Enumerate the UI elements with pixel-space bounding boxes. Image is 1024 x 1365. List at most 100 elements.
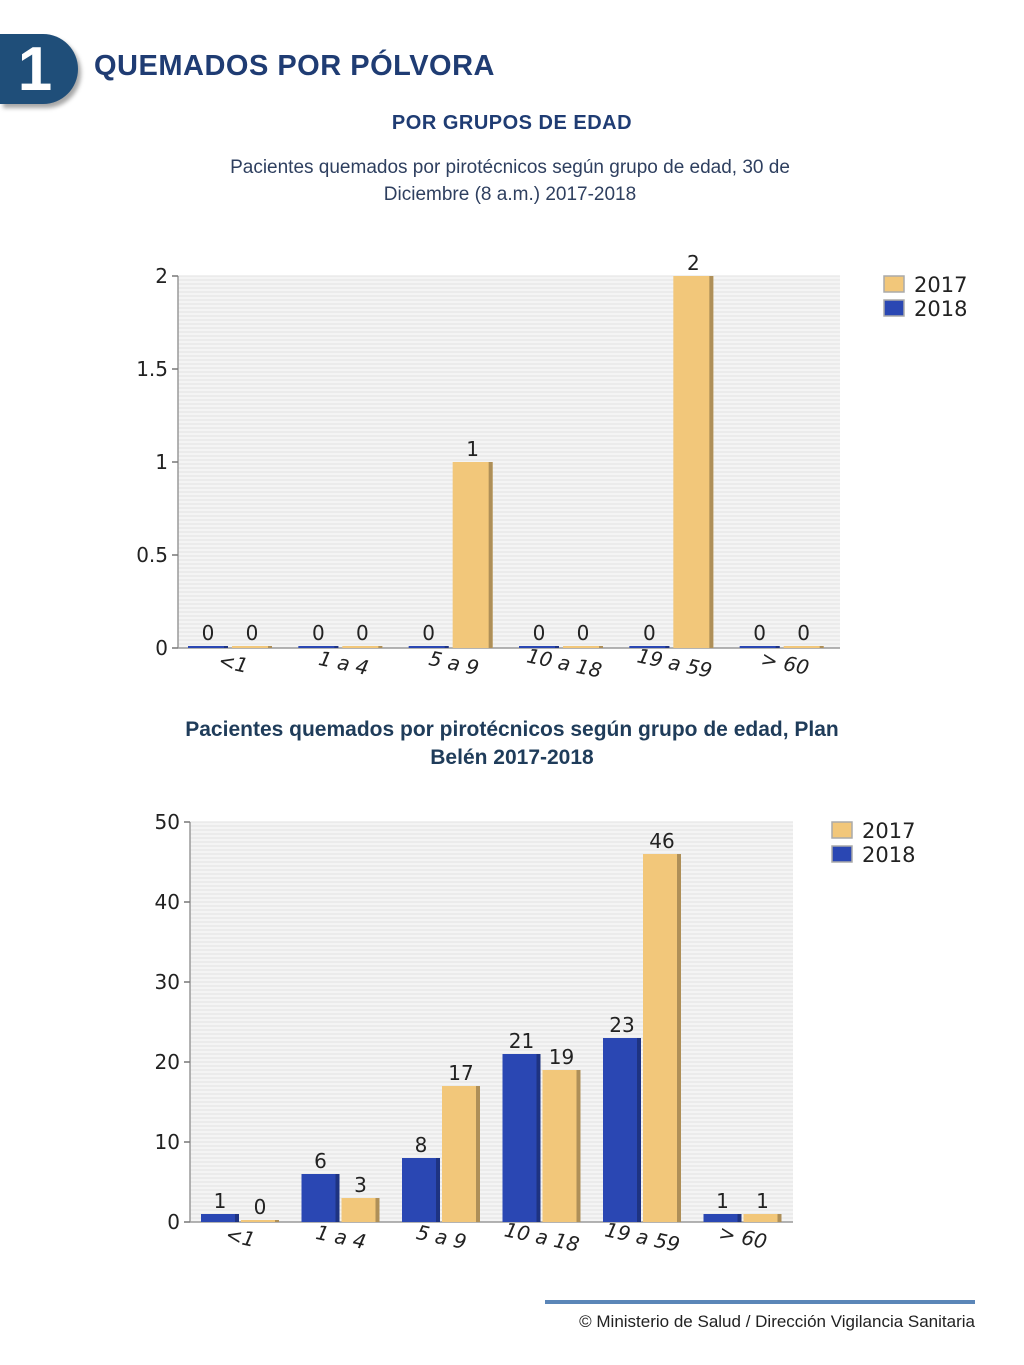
data-label-2017: 0 xyxy=(246,621,259,645)
bar-2018 xyxy=(703,1214,742,1222)
plot-area xyxy=(178,276,840,648)
bar-2018 xyxy=(402,1158,440,1222)
data-label-2017: 1 xyxy=(466,437,479,461)
data-label-2017: 19 xyxy=(549,1045,574,1069)
x-category-label: <1 xyxy=(224,1222,258,1252)
data-label-2018: 0 xyxy=(533,621,546,645)
bar-shade-2018 xyxy=(665,646,670,648)
x-category-label: > 60 xyxy=(759,646,812,680)
x-category-label: 19 a 59 xyxy=(635,643,714,682)
bar-2017 xyxy=(341,1198,380,1222)
bar-2017 xyxy=(342,646,383,648)
legend-label-2018: 2018 xyxy=(914,297,967,321)
data-label-2018: 21 xyxy=(509,1029,534,1053)
bar-2017 xyxy=(643,854,681,1222)
legend-swatch-2017 xyxy=(883,275,905,293)
bar-shade-2017 xyxy=(275,1220,279,1222)
data-label-2018: 1 xyxy=(214,1189,227,1213)
x-category-label: 19 a 59 xyxy=(603,1217,682,1256)
bar-shade-2018 xyxy=(224,646,228,648)
data-label-2018: 6 xyxy=(314,1149,327,1173)
legend-label-2017: 2017 xyxy=(914,273,967,297)
y-tick-label: 0 xyxy=(167,1210,180,1234)
y-tick-label: 40 xyxy=(155,890,180,914)
badge-number: 1 xyxy=(17,35,53,104)
bar-2018 xyxy=(502,1054,541,1222)
bar-2018 xyxy=(408,646,449,648)
bar-shade-2017 xyxy=(677,854,681,1222)
bar-2018 xyxy=(298,646,339,648)
x-category-label: 5 a 9 xyxy=(427,646,481,680)
bar-2018 xyxy=(519,646,559,648)
bar-shade-2017 xyxy=(599,646,603,648)
legend-swatch-2017 xyxy=(831,821,853,839)
bar-2017 xyxy=(232,646,272,648)
x-category-label: 1 a 4 xyxy=(317,646,371,680)
legend-swatch-2018 xyxy=(831,845,853,863)
bar-shade-2017 xyxy=(777,1214,782,1222)
legend-swatch-2018 xyxy=(883,299,905,317)
bar-shade-2017 xyxy=(378,646,383,648)
y-tick-label: 30 xyxy=(155,970,180,994)
bar-2017 xyxy=(452,462,493,648)
data-label-2017: 0 xyxy=(797,621,810,645)
data-label-2017: 0 xyxy=(356,621,369,645)
legend-label-2017: 2017 xyxy=(862,819,915,843)
bar-2017 xyxy=(542,1070,581,1222)
data-label-2017: 3 xyxy=(354,1173,367,1197)
bar-shade-2018 xyxy=(737,1214,742,1222)
badge-shape xyxy=(0,34,78,104)
data-label-2018: 0 xyxy=(643,621,656,645)
data-label-2017: 17 xyxy=(448,1061,473,1085)
x-category-label: > 60 xyxy=(717,1220,770,1254)
data-label-2017: 0 xyxy=(577,621,590,645)
chart1-title: Pacientes quemados por pirotécnicos segú… xyxy=(230,157,790,205)
bar-shade-2017 xyxy=(375,1198,380,1222)
bar-2017 xyxy=(241,1220,279,1222)
bar-2017 xyxy=(743,1214,782,1222)
bar-2017 xyxy=(442,1086,480,1222)
y-tick-label: 2 xyxy=(155,264,168,288)
bar-shade-2018 xyxy=(775,646,780,648)
bar-2017 xyxy=(783,646,824,648)
bar-shade-2017 xyxy=(268,646,272,648)
x-category-label: 10 a 18 xyxy=(525,643,604,682)
bar-2018 xyxy=(188,646,228,648)
data-label-2017: 1 xyxy=(756,1189,769,1213)
footer-divider xyxy=(545,1300,975,1304)
data-label-2018: 8 xyxy=(415,1133,428,1157)
y-tick-label: 0 xyxy=(155,636,168,660)
bar-2017 xyxy=(673,276,714,648)
data-label-2018: 0 xyxy=(753,621,766,645)
bar-shade-2017 xyxy=(488,462,493,648)
x-category-label: 10 a 18 xyxy=(502,1217,581,1256)
y-tick-label: 1 xyxy=(155,450,168,474)
bar-2018 xyxy=(739,646,780,648)
y-tick-label: 10 xyxy=(155,1130,180,1154)
chart2-title: Pacientes quemados por pirotécnicos segú… xyxy=(185,718,839,769)
bar-shade-2017 xyxy=(819,646,824,648)
x-category-label: 1 a 4 xyxy=(314,1220,368,1254)
bar-2018 xyxy=(603,1038,641,1222)
bar-2018 xyxy=(629,646,670,648)
bar-shade-2017 xyxy=(576,1070,581,1222)
bar-shade-2018 xyxy=(235,1214,239,1222)
data-label-2018: 0 xyxy=(422,621,435,645)
section-number-badge: 1 xyxy=(0,34,80,106)
bar-shade-2017 xyxy=(476,1086,480,1222)
data-label-2018: 0 xyxy=(312,621,325,645)
bar-shade-2018 xyxy=(444,646,449,648)
bar-shade-2018 xyxy=(335,1174,340,1222)
data-label-2017: 2 xyxy=(687,251,700,275)
y-tick-label: 20 xyxy=(155,1050,180,1074)
y-tick-label: 1.5 xyxy=(136,357,168,381)
data-label-2018: 1 xyxy=(716,1189,729,1213)
page-title: QUEMADOS POR PÓLVORA xyxy=(94,50,495,82)
bar-2018 xyxy=(301,1174,340,1222)
bar-shade-2018 xyxy=(555,646,559,648)
footer-credit: © Ministerio de Salud / Dirección Vigila… xyxy=(579,1312,975,1331)
bar-shade-2018 xyxy=(637,1038,641,1222)
bar-shade-2018 xyxy=(536,1054,541,1222)
